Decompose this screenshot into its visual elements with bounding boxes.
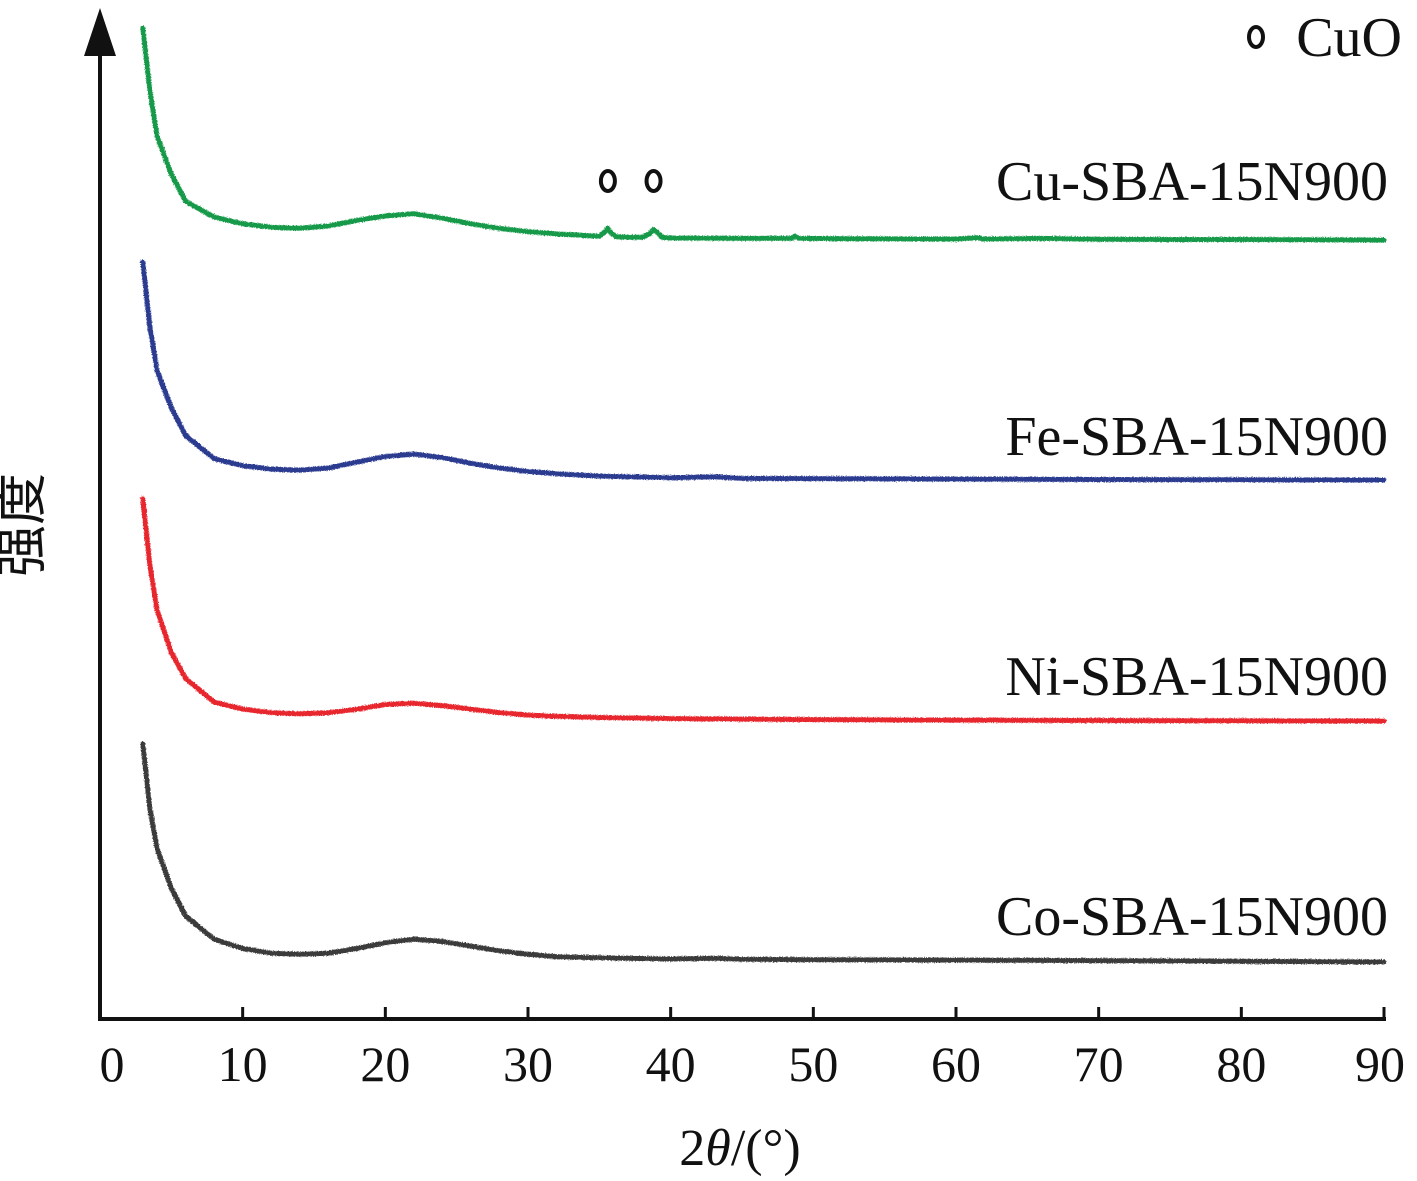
x-tick-label: 90	[1355, 1036, 1405, 1092]
peak-markers	[598, 169, 663, 193]
legend-label-cuo: CuO	[1296, 7, 1402, 69]
y-axis-title: 强度	[0, 473, 52, 577]
series-layer	[140, 25, 1387, 965]
x-tick-label: 0	[100, 1036, 125, 1092]
series-label-cu-sba-15n900: Cu-SBA-15N900	[996, 151, 1388, 213]
x-ticks: 0 10 20 30 40 50 60 70 80 90	[98, 1007, 1405, 1092]
legend-open-circle-marker	[1247, 25, 1265, 49]
y-axis-arrow	[84, 8, 116, 56]
series-label-fe-sba-15n900: Fe-SBA-15N900	[1005, 406, 1388, 468]
x-tick-label: 30	[503, 1036, 553, 1092]
x-tick-label: 50	[788, 1036, 838, 1092]
series-labels: Cu-SBA-15N900 Fe-SBA-15N900 Ni-SBA-15N900 C…	[996, 151, 1388, 948]
x-tick-label: 70	[1074, 1036, 1124, 1092]
x-tick-label: 40	[646, 1036, 696, 1092]
series-label-co-sba-15n900: Co-SBA-15N900	[996, 886, 1388, 948]
cuo-peak-marker	[644, 169, 663, 193]
x-axis-title: 2θ/(°)	[679, 1120, 800, 1177]
series-line-cu-sba-15n900	[140, 25, 1387, 243]
x-tick-label: 10	[218, 1036, 268, 1092]
series-line-co-sba-15n900	[140, 741, 1387, 965]
x-tick-label: 20	[360, 1036, 410, 1092]
legend: CuO	[1247, 7, 1402, 69]
series-line-ni-sba-15n900	[140, 496, 1387, 724]
series-label-ni-sba-15n900: Ni-SBA-15N900	[1005, 646, 1388, 708]
x-tick-label: 60	[931, 1036, 981, 1092]
x-tick-label: 80	[1216, 1036, 1266, 1092]
series-line-fe-sba-15n900	[140, 259, 1387, 483]
cuo-peak-marker	[598, 169, 617, 193]
